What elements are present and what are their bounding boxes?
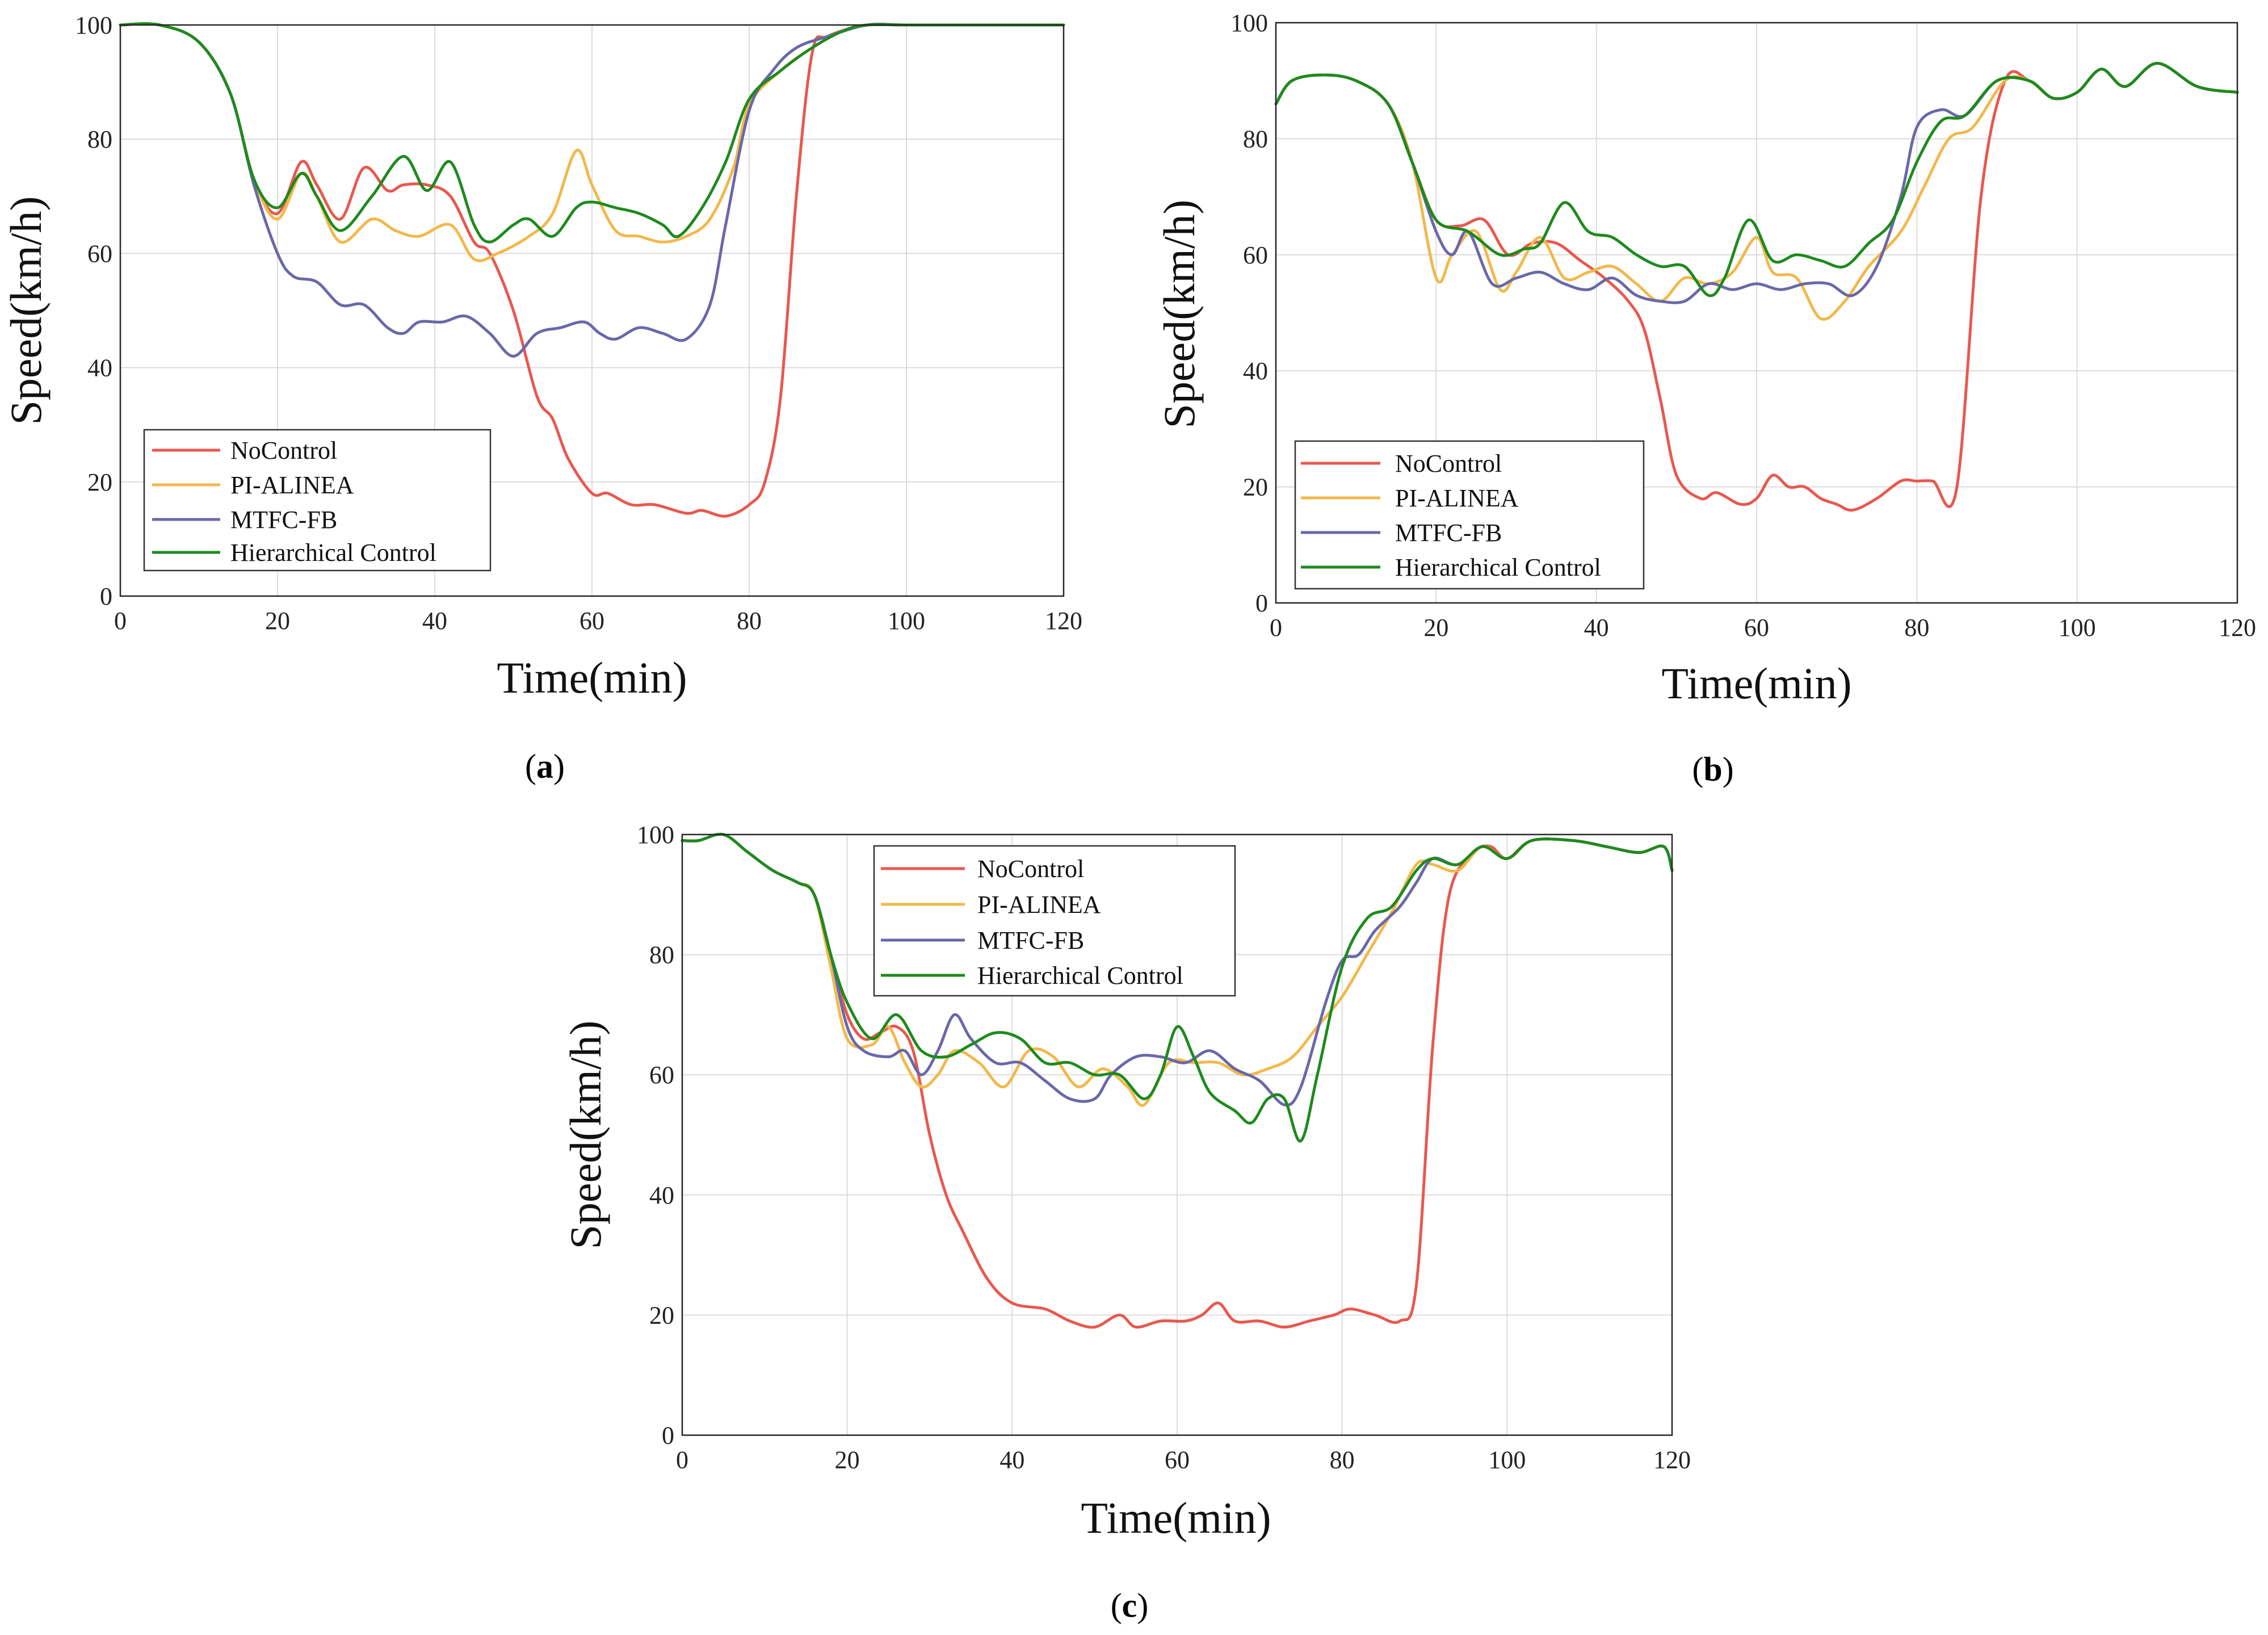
xtick-label-100-b: 100 <box>2059 614 2096 642</box>
ytick-label-20-c: 20 <box>649 1301 674 1329</box>
series-line-hierarchicalcontrol-a <box>119 22 1065 244</box>
plot-frame-b <box>1275 22 2238 604</box>
ytick-label-80-c: 80 <box>649 941 674 969</box>
xtick-label-40-b: 40 <box>1584 614 1609 642</box>
x-axis-label-c: Time(min) <box>1081 1493 1271 1542</box>
xtick-label-0-b: 0 <box>1270 614 1282 642</box>
caption-c: (c) <box>1111 1587 1149 1624</box>
xtick-label-60-c: 60 <box>1165 1446 1190 1474</box>
xtick-label-120-c: 120 <box>1653 1446 1691 1474</box>
ytick-label-0-b: 0 <box>1255 589 1268 617</box>
ytick-label-80-b: 80 <box>1243 125 1268 153</box>
xtick-label-80-a: 80 <box>737 607 762 635</box>
plot-frame-c <box>681 833 1673 1436</box>
ytick-label-0-a: 0 <box>100 582 112 610</box>
ytick-label-80-a: 80 <box>87 125 112 153</box>
legend-a: NoControl PI-ALINEA MTFC-FB Hierarchical… <box>143 429 492 572</box>
ytick-label-20-a: 20 <box>87 468 112 496</box>
series-group-b <box>1274 62 2239 512</box>
series-group-a <box>119 22 1065 518</box>
legend-c: NoControl PI-ALINEA MTFC-FB Hierarchical… <box>873 845 1236 997</box>
legend-label-mtfcfb-a: MTFC-FB <box>230 506 337 534</box>
x-axis-label-b: Time(min) <box>1661 659 1851 708</box>
legend-box-b <box>1294 440 1645 590</box>
legend-box-a <box>143 429 492 572</box>
xtick-label-60-a: 60 <box>579 607 604 635</box>
legend-label-hierarchical-a: Hierarchical Control <box>230 539 436 567</box>
ytick-label-40-b: 40 <box>1243 357 1268 385</box>
xtick-label-80-c: 80 <box>1330 1446 1355 1474</box>
series-group-c <box>681 832 1674 1329</box>
xtick-label-120-a: 120 <box>1045 607 1082 635</box>
y-axis-label-c: Speed(km/h) <box>561 1021 610 1250</box>
ytick-labels-c: 0 20 40 60 80 100 <box>637 821 674 1449</box>
xtick-label-100-c: 100 <box>1488 1446 1526 1474</box>
xtick-labels-b: 0 20 40 60 80 100 120 <box>1270 614 2256 642</box>
legend-label-hierarchical-c: Hierarchical Control <box>977 962 1183 990</box>
series-line-mtfcfb-a <box>119 22 1065 358</box>
panel-b: 0 20 40 60 80 100 120 0 20 40 60 80 100 Time(min) S… <box>1154 9 2256 788</box>
xtick-label-0-a: 0 <box>114 607 127 635</box>
ytick-label-60-b: 60 <box>1243 241 1268 269</box>
xtick-label-20-a: 20 <box>265 607 290 635</box>
legend-label-nocontrol-a: NoControl <box>230 437 337 464</box>
panel-a: 0 20 40 60 80 100 120 0 20 40 60 80 100 Time(min) S… <box>1 11 1082 785</box>
ytick-label-100-c: 100 <box>637 821 674 849</box>
legend-box-c <box>873 845 1236 997</box>
ytick-labels-b: 0 20 40 60 80 100 <box>1230 9 1268 617</box>
ytick-label-40-c: 40 <box>649 1181 674 1209</box>
caption-b: (b) <box>1692 751 1733 788</box>
series-line-hierarchicalcontrol-b <box>1274 62 2239 297</box>
y-axis-label-a: Speed(km/h) <box>1 196 51 425</box>
legend-label-nocontrol-b: NoControl <box>1395 450 1502 477</box>
x-axis-label-a: Time(min) <box>497 653 687 702</box>
ytick-label-100-a: 100 <box>75 11 112 39</box>
ytick-label-40-a: 40 <box>87 354 112 382</box>
legend-label-mtfcfb-b: MTFC-FB <box>1395 519 1502 547</box>
xtick-label-60-b: 60 <box>1744 614 1769 642</box>
ytick-label-60-c: 60 <box>649 1061 674 1089</box>
legend-label-pialinea-a: PI-ALINEA <box>230 471 354 499</box>
xtick-label-100-a: 100 <box>888 607 925 635</box>
series-line-pialinea-c <box>681 832 1674 1107</box>
plot-frame-a <box>119 24 1065 597</box>
xtick-label-20-c: 20 <box>835 1446 860 1474</box>
xtick-label-120-b: 120 <box>2219 614 2256 642</box>
caption-a: (a) <box>525 748 565 785</box>
xtick-labels-c: 0 20 40 60 80 100 120 <box>676 1446 1691 1474</box>
legend-label-mtfcfb-c: MTFC-FB <box>977 927 1084 954</box>
series-line-nocontrol-a <box>119 22 1065 518</box>
y-axis-label-b: Speed(km/h) <box>1154 200 1204 429</box>
legend-b: NoControl PI-ALINEA MTFC-FB Hierarchical… <box>1294 440 1645 590</box>
legend-label-nocontrol-c: NoControl <box>977 855 1084 883</box>
ytick-labels-a: 0 20 40 60 80 100 <box>75 11 112 610</box>
xtick-label-80-b: 80 <box>1904 614 1929 642</box>
xtick-label-20-b: 20 <box>1423 614 1448 642</box>
xtick-label-40-a: 40 <box>422 607 447 635</box>
series-line-hierarchicalcontrol-c <box>681 832 1674 1143</box>
legend-label-hierarchical-b: Hierarchical Control <box>1395 554 1601 581</box>
xtick-label-40-c: 40 <box>999 1446 1024 1474</box>
legend-label-pialinea-c: PI-ALINEA <box>977 891 1101 919</box>
xtick-labels-a: 0 20 40 60 80 100 120 <box>114 607 1082 635</box>
ytick-label-60-a: 60 <box>87 240 112 267</box>
legend-label-pialinea-b: PI-ALINEA <box>1395 484 1519 512</box>
xtick-label-0-c: 0 <box>676 1446 688 1474</box>
ytick-label-20-b: 20 <box>1243 473 1268 501</box>
ytick-label-100-b: 100 <box>1230 9 1268 37</box>
ytick-label-0-c: 0 <box>662 1422 674 1449</box>
panel-c: 0 20 40 60 80 100 120 0 20 40 60 80 100 Time(min) S… <box>561 821 1691 1624</box>
